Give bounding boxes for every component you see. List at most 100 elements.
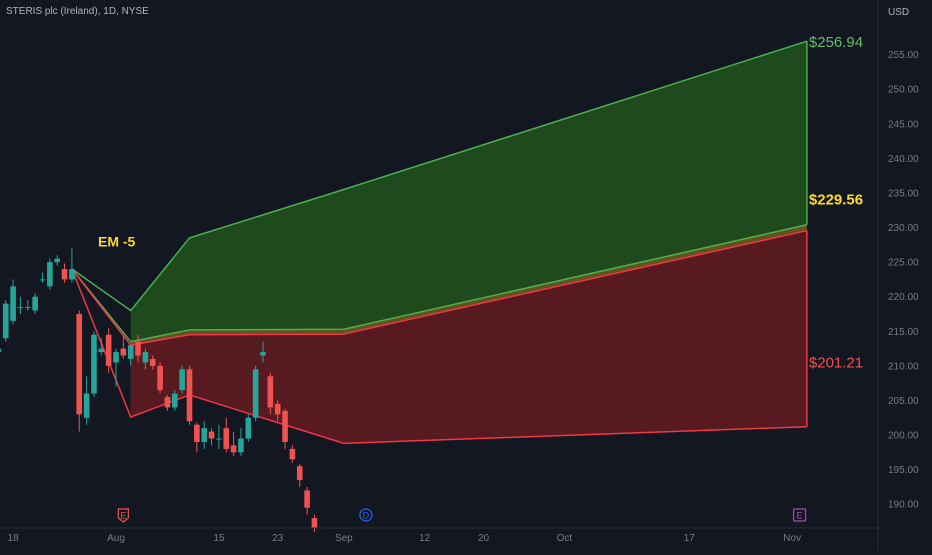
candle (245, 414, 252, 442)
candle-body (274, 403, 281, 415)
event-marker-shape (359, 508, 373, 522)
event-marker-shape (117, 508, 129, 523)
candle-body (252, 369, 259, 418)
candle-body (83, 393, 90, 418)
candle (0, 348, 2, 353)
candle-body (304, 490, 310, 508)
time-axis[interactable]: 18 Aug 15 23 Sep 12 20 Oct 17 Nov (0, 527, 878, 544)
time-tick-label: Aug (107, 533, 125, 544)
time-tick-label: Oct (557, 533, 573, 544)
candle (54, 255, 60, 266)
candle-body (194, 424, 200, 442)
candle (194, 422, 200, 453)
time-tick-label: Sep (335, 533, 353, 544)
price-tick-label: 200.00 (888, 431, 919, 442)
price-tick-label: 220.00 (888, 292, 919, 303)
price-tick-label: 240.00 (888, 154, 919, 165)
price-axis[interactable]: 190.00 195.00 200.00 205.00 210.00 215.00 220.… (877, 0, 919, 550)
event-marker-label: E (120, 511, 126, 521)
event-marker[interactable]: D (359, 508, 373, 522)
candle-body (98, 348, 105, 353)
event-marker-label: E (797, 511, 803, 521)
candle (10, 279, 16, 325)
candle-body (172, 393, 178, 408)
candle (311, 514, 318, 532)
price-tick-label: 225.00 (888, 258, 919, 269)
price-tick-label: 255.00 (888, 50, 919, 61)
candle-body (260, 352, 266, 356)
candle (289, 445, 296, 463)
time-tick-label: 20 (478, 533, 490, 544)
candle-body (208, 431, 215, 439)
candle (304, 486, 310, 515)
candle-body (0, 348, 2, 353)
candle (274, 400, 281, 422)
candle-body (186, 369, 193, 422)
mid-band-fill (130, 224, 807, 346)
event-marker[interactable]: E (792, 508, 807, 522)
candle-body (10, 286, 16, 321)
candle-body (149, 358, 156, 366)
candle-body (230, 445, 237, 453)
candle (260, 341, 266, 363)
candle (201, 421, 207, 449)
candle (135, 334, 141, 363)
candle (83, 376, 90, 425)
symbol-title: STERIS plc (Ireland), 1D, NYSE (6, 6, 149, 17)
candle-body (289, 448, 296, 460)
time-tick-label: 18 (8, 533, 20, 544)
candle-body (216, 438, 222, 440)
price-tick-label: 210.00 (888, 361, 919, 372)
candle (105, 327, 112, 373)
candle-body (296, 466, 303, 481)
candle (127, 345, 134, 366)
candle (2, 300, 9, 342)
candle (216, 424, 222, 449)
candle (282, 408, 288, 449)
mid-price-label: $229.56 (809, 191, 863, 208)
currency-label: USD (888, 7, 909, 18)
time-tick-label: 15 (213, 533, 225, 544)
lower-band-fill (130, 230, 807, 444)
candle-body (105, 334, 112, 366)
candle (296, 464, 303, 487)
candle-body (282, 410, 288, 442)
candle (157, 362, 163, 394)
price-tick-label: 245.00 (888, 119, 919, 130)
candle-body (54, 258, 60, 263)
upper-band-fill (130, 41, 807, 342)
candle (208, 428, 215, 446)
candle-body (69, 269, 75, 280)
mid-lower-line (71, 229, 808, 346)
candle (252, 365, 259, 422)
candle (17, 296, 24, 315)
candle-body (164, 397, 171, 408)
candle (230, 431, 237, 456)
event-marker[interactable]: E (117, 508, 129, 523)
candle (39, 272, 46, 283)
candle-body (223, 428, 230, 449)
candle-body (157, 365, 163, 391)
candle-body (61, 269, 68, 280)
candle-body (17, 307, 24, 309)
candle (47, 258, 53, 290)
candle (98, 338, 105, 356)
mid-upper-line (71, 224, 808, 343)
candle (149, 355, 156, 370)
candle-body (179, 369, 185, 391)
annotation-label: EM -5 (98, 234, 136, 250)
lower-price-label: $201.21 (809, 354, 863, 371)
candle-body (25, 307, 31, 309)
candle (238, 428, 244, 456)
price-tick-label: 195.00 (888, 465, 919, 476)
candle (32, 293, 38, 315)
event-marker-shape (792, 508, 807, 522)
candle (164, 394, 171, 411)
time-tick-label: 12 (419, 533, 431, 544)
price-tick-label: 250.00 (888, 85, 919, 96)
candle-body (39, 279, 46, 281)
candle (76, 310, 83, 432)
